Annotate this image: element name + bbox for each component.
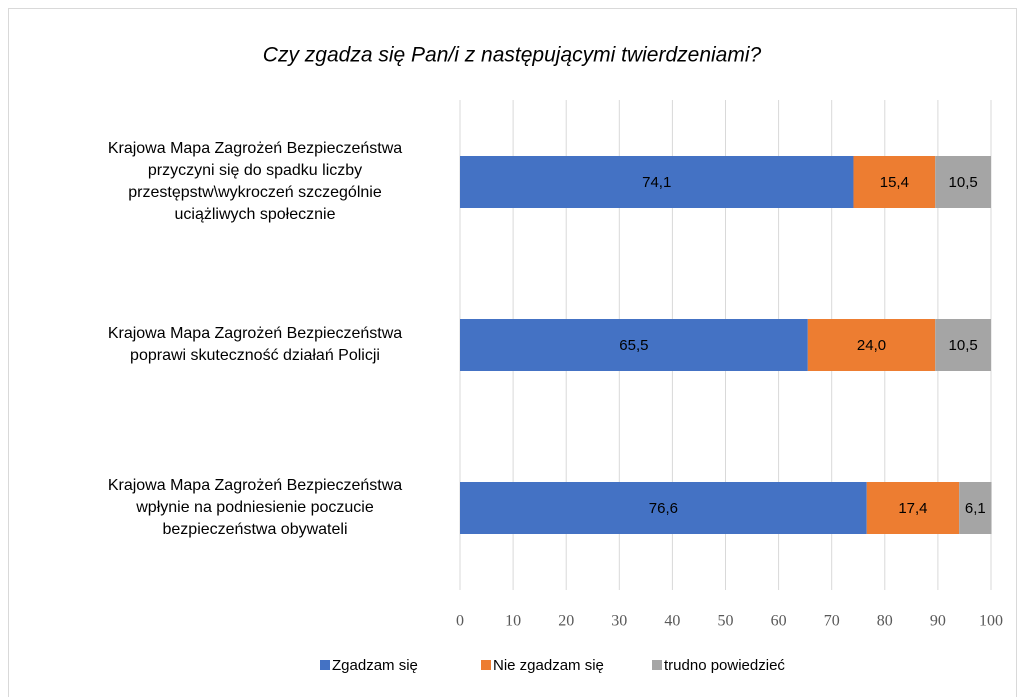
x-tick-label: 60 [771,613,787,630]
data-label: 6,1 [965,500,986,517]
bar-segment [460,156,854,208]
bar-segment [866,482,960,534]
x-tick-label: 100 [979,613,1003,630]
legend-label: Nie zgadzam się [493,657,604,674]
data-label: 24,0 [857,337,886,354]
legend-swatch [320,660,330,670]
category-label: Krajowa Mapa Zagrożeń Bezpieczeństwa przy… [108,140,402,223]
x-tick-label: 0 [456,613,464,630]
x-tick-label: 80 [877,613,893,630]
legend-label: trudno powiedzieć [664,657,785,674]
data-label: 17,4 [898,500,927,517]
data-label: 65,5 [619,337,648,354]
x-tick-label: 50 [718,613,734,630]
bar-segment [935,156,991,208]
x-tick-label: 40 [664,613,680,630]
bar-segment [853,156,936,208]
data-label: 76,6 [649,500,678,517]
x-tick-label: 20 [558,613,574,630]
chart-title: Czy zgadza się Pan/i z następującymi twi… [263,44,762,67]
category-label: Krajowa Mapa Zagrożeń Bezpieczeństwa wpły… [108,477,402,538]
x-tick-label: 90 [930,613,946,630]
data-label: 74,1 [642,174,671,191]
bar-segment [807,319,936,371]
bar-segment [460,319,808,371]
data-label: 15,4 [880,174,909,191]
category-label: Krajowa Mapa Zagrożeń Bezpieczeństwa popr… [108,325,402,364]
bar-segment [460,482,867,534]
data-label: 10,5 [949,337,978,354]
legend-label: Zgadzam się [332,657,418,674]
legend-swatch [481,660,491,670]
x-tick-label: 10 [505,613,521,630]
bar-segment [959,482,992,534]
data-label: 10,5 [949,174,978,191]
legend-swatch [652,660,662,670]
bar-segment [935,319,991,371]
x-tick-label: 30 [611,613,627,630]
x-tick-label: 70 [824,613,840,630]
